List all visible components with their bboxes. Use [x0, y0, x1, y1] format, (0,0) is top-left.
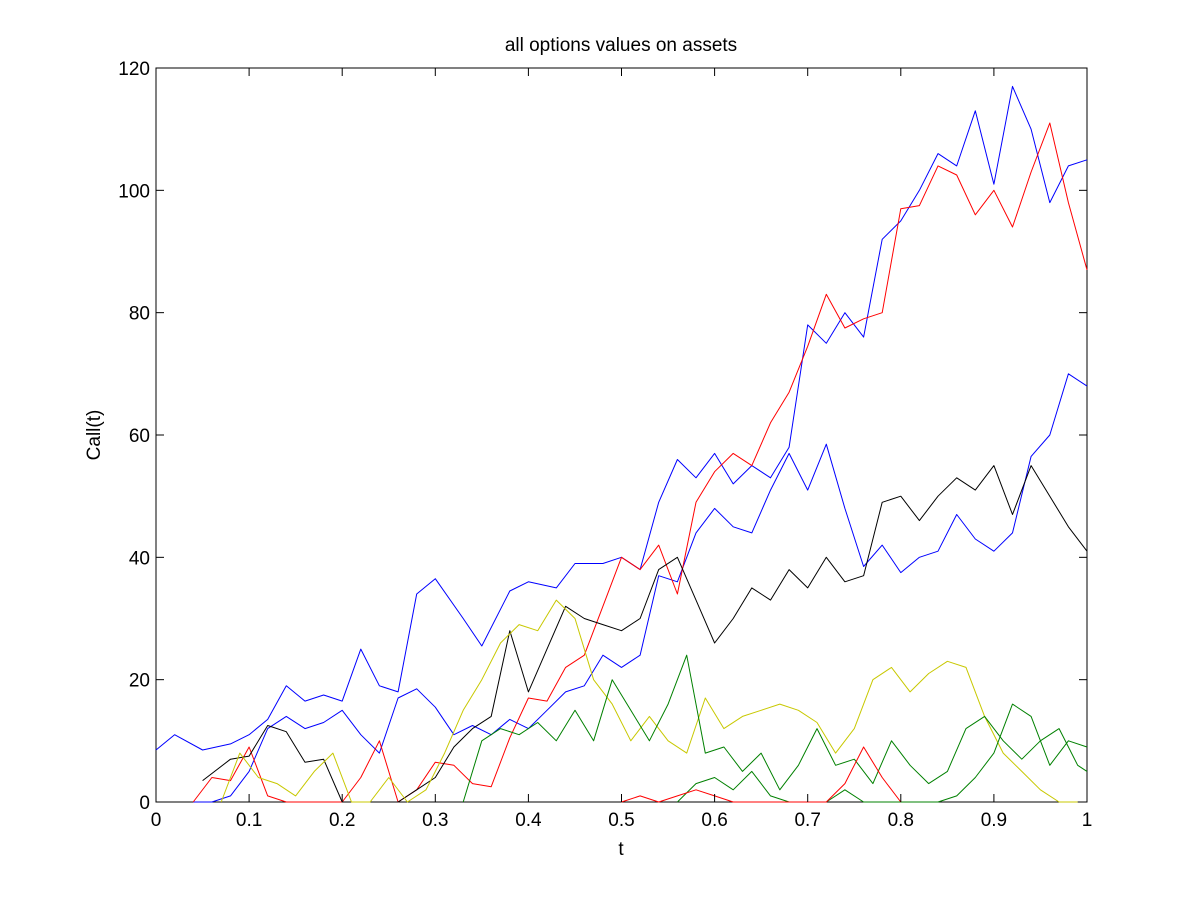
x-tick-label: 0.7 [794, 810, 820, 831]
y-tick-label: 80 [129, 304, 150, 325]
series-line-1 [155, 85, 1088, 751]
y-tick-label: 40 [129, 548, 150, 569]
x-tick-label: 0.8 [888, 810, 914, 831]
x-tick-label: 1 [1082, 810, 1093, 831]
y-tick-label: 120 [118, 59, 150, 80]
plot-area-frame [155, 67, 1088, 803]
x-tick-label: 0.5 [608, 810, 634, 831]
series-line-2 [193, 373, 1088, 803]
series-line-6 [462, 654, 1088, 803]
x-tick-label: 0.9 [981, 810, 1007, 831]
x-tick-label: 0.4 [515, 810, 542, 831]
y-tick-label: 20 [129, 671, 150, 692]
x-tick-label: 0.3 [422, 810, 448, 831]
y-tick-label: 0 [139, 793, 150, 814]
x-tick-label: 0 [151, 810, 162, 831]
series-line-5 [220, 599, 1078, 803]
series-line-8 [621, 746, 902, 803]
tick-layer: 0 0.1 0.2 0.3 0.4 0.5 0.6 0.7 0.8 0.9 1 0 20 40 60 80 10… [118, 59, 1092, 831]
series-line-7 [677, 703, 1088, 803]
chart-title: all options values on assets [505, 35, 737, 56]
x-tick-label: 0.1 [236, 810, 262, 831]
y-axis-title: Call(t) [84, 410, 105, 461]
x-axis-title: t [618, 839, 624, 860]
y-tick-label: 60 [129, 426, 150, 447]
x-tick-label: 0.6 [701, 810, 727, 831]
y-tick-label: 100 [118, 181, 150, 202]
x-tick-label: 0.2 [329, 810, 355, 831]
